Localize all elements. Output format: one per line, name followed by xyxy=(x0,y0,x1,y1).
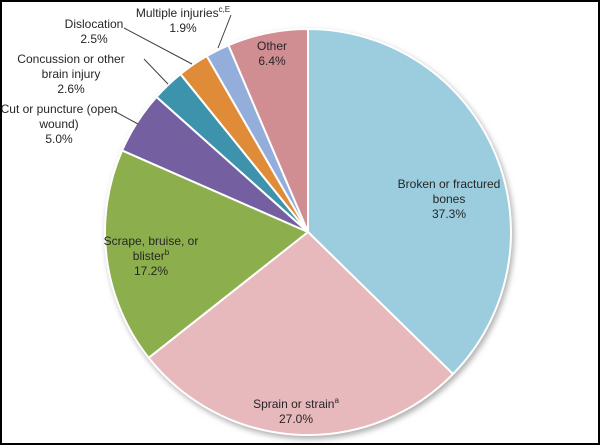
label-superscript: a xyxy=(334,396,339,405)
label-other: Other 6.4% xyxy=(257,39,287,69)
label-dislocation: Dislocation 2.5% xyxy=(65,17,124,47)
label-text: Multiple injuriesc,E xyxy=(135,5,231,21)
label-text: brain injury xyxy=(41,67,101,81)
leader-line-concussion xyxy=(143,58,169,85)
label-text: blisterb xyxy=(132,248,170,264)
pie-slice-scrape-bruise-or-blister xyxy=(104,149,309,359)
label-multiple-injuries: Multiple injuriesc,E 1.9% xyxy=(136,6,230,36)
label-scrape-bruise: Scrape, bruise, or blisterb 17.2% xyxy=(104,234,199,279)
label-text: Broken or fractured xyxy=(397,177,501,191)
leader-line-dislocation xyxy=(123,27,193,65)
leader-line-cut-puncture xyxy=(113,110,139,125)
leader-lines xyxy=(113,14,232,125)
label-text: Sprain or straina xyxy=(253,396,339,412)
label-percent: 1.9% xyxy=(169,21,197,35)
label-text: bones xyxy=(432,192,466,206)
pie-chart xyxy=(104,28,512,436)
label-text: wound) xyxy=(39,117,79,131)
label-text: Scrape, bruise, or xyxy=(103,234,199,248)
label-broken-bones: Broken or fractured bones 37.3% xyxy=(398,177,501,222)
label-percent: 5.0% xyxy=(45,132,73,146)
label-percent: 2.5% xyxy=(80,32,108,46)
label-percent: 37.3% xyxy=(431,207,467,221)
pie-slice-sprain-or-strain xyxy=(147,231,454,436)
pie-slice-other xyxy=(227,28,309,233)
label-text: Other xyxy=(256,39,288,53)
label-percent: 2.6% xyxy=(57,82,85,96)
label-text: Cut or puncture (open xyxy=(0,102,118,116)
leader-line-multiple-injuries xyxy=(217,14,232,49)
label-sprain-strain: Sprain or straina 27.0% xyxy=(253,397,339,427)
label-percent: 27.0% xyxy=(278,412,314,426)
label-superscript: b xyxy=(164,248,170,257)
label-concussion: Concussion or other brain injury 2.6% xyxy=(17,52,124,97)
label-percent: 17.2% xyxy=(133,264,169,278)
pie-slice-broken-or-fractured-bones xyxy=(307,28,512,376)
label-text: Dislocation xyxy=(64,17,124,31)
label-cut-puncture: Cut or puncture (open wound) 5.0% xyxy=(0,102,118,147)
label-superscript: c,E xyxy=(218,5,231,14)
label-text: Concussion or other xyxy=(17,52,125,66)
label-percent: 6.4% xyxy=(258,54,286,68)
